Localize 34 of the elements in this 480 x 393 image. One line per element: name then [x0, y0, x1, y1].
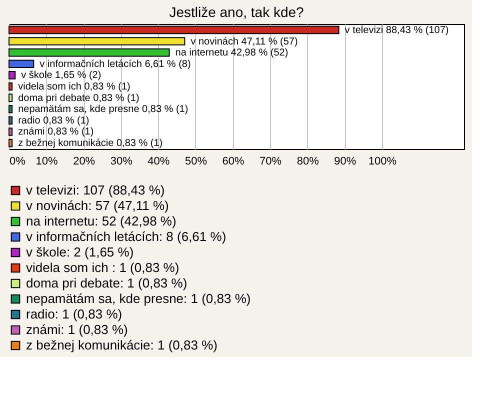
data-label: nepamätám sa, kde presne 0,83 % (1)	[18, 104, 188, 116]
legend-label: nepamätám sa, kde presne: 1 (0,83 %)	[26, 291, 251, 306]
x-tick-label: 90%	[334, 156, 356, 168]
x-tick-label: 20%	[73, 156, 96, 168]
legend-label: známi: 1 (0,83 %)	[26, 322, 128, 337]
x-tick-label: 100%	[368, 156, 397, 168]
data-label: na internetu 42,98 % (52)	[175, 48, 288, 59]
x-tick-label: 80%	[296, 156, 320, 168]
chart-title: Jestliže ano, tak kde?	[169, 4, 304, 20]
legend-label: z bežnej komunikácie: 1 (0,83 %)	[26, 338, 218, 352]
legend-label: doma pri debate: 1 (0,83 %)	[26, 276, 188, 290]
data-label: v novinách 47,11 % (57)	[190, 36, 298, 48]
x-tick-label: 10%	[36, 156, 58, 168]
data-label: videla som ich 0,83 % (1)	[18, 82, 130, 92]
x-tick-label: 70%	[260, 156, 282, 168]
data-label: v škole 1,65 % (2)	[21, 70, 102, 82]
x-tick-label: 0%	[10, 156, 26, 168]
legend-label: videla som ich : 1 (0,83 %)	[26, 260, 180, 275]
data-label: radio 0,83 % (1)	[18, 115, 90, 126]
x-tick-label: 50%	[184, 156, 208, 168]
data-label: v informačních letácích 6,61 % (8)	[40, 58, 191, 70]
x-tick-label: 30%	[110, 156, 133, 168]
data-label: z bežnej komunikácie 0,83 % (1)	[18, 138, 163, 150]
legend-label: radio: 1 (0,83 %)	[26, 306, 122, 322]
data-label: doma pri debate 0,83 % (1)	[18, 92, 140, 104]
legend-label: v informačních letácích: 8 (6,61 %)	[26, 229, 226, 244]
data-label: v televizi 88,43 % (107)	[344, 24, 449, 36]
data-label: známi 0,83 % (1)	[18, 126, 94, 138]
x-tick-label: 60%	[222, 156, 244, 168]
legend-label: v televizi: 107 (88,43 %)	[26, 182, 165, 198]
legend-label: v novinách: 57 (47,11 %)	[26, 198, 169, 213]
x-tick-label: 40%	[148, 156, 170, 168]
legend-label: na internetu: 52 (42,98 %)	[26, 214, 176, 228]
legend-label: v škole: 2 (1,65 %)	[26, 244, 134, 260]
